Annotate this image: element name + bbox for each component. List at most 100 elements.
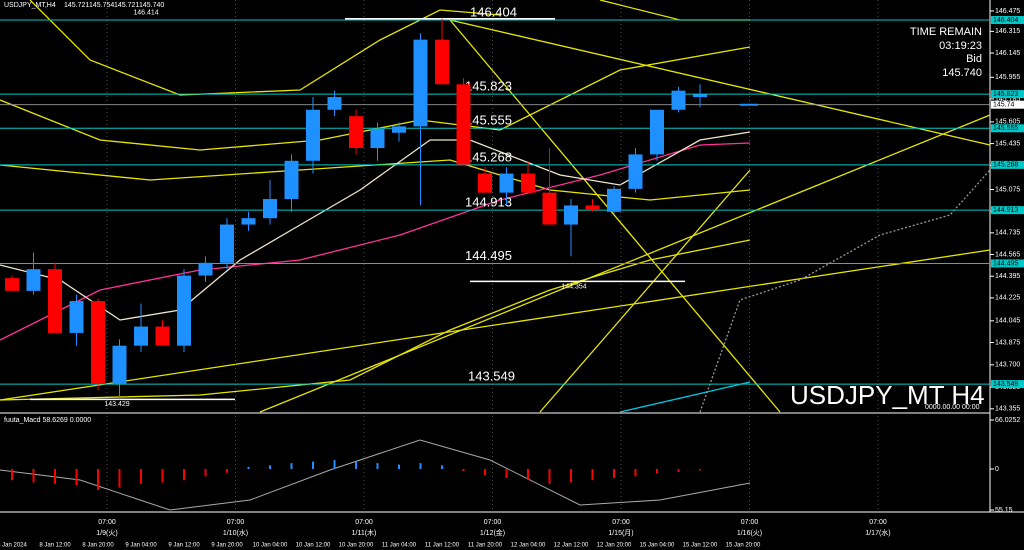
watermark: USDJPY_MT H4 <box>790 380 985 410</box>
histogram-bar <box>54 469 56 484</box>
level-label: 143.549 <box>468 369 515 384</box>
y-tick-label: 144.045 <box>995 318 1020 325</box>
histogram-bar <box>570 469 572 483</box>
x-tick-label: 9 Jan 20:00 <box>211 543 243 549</box>
symbol: USDJPY_MT,H4 <box>4 2 56 9</box>
time-label: 07:00 <box>612 519 630 526</box>
ohlc: 145.754 <box>89 2 114 9</box>
candle-body <box>69 301 84 333</box>
signal-line <box>0 439 751 511</box>
level-tag <box>991 124 1024 133</box>
histogram-bar <box>527 469 529 481</box>
level-tag <box>991 206 1024 215</box>
candle-body <box>220 224 234 263</box>
histogram-bar <box>269 465 271 470</box>
band-line <box>599 0 750 21</box>
y-tick-label: 0 <box>995 466 999 473</box>
y-tick-label: 143.875 <box>995 339 1020 346</box>
histogram-bar <box>75 469 78 486</box>
candle-body <box>607 188 621 212</box>
histogram-bar <box>591 469 594 481</box>
candle-body <box>693 94 707 98</box>
histogram-bar <box>118 469 121 488</box>
candle-body <box>327 97 342 110</box>
histogram-bar <box>355 461 357 470</box>
level-tag <box>991 90 1024 99</box>
candle-body <box>521 173 535 193</box>
moving-average <box>0 142 751 341</box>
level-label: 145.268 <box>465 149 512 164</box>
x-tick-label: 8 Jan 12:00 <box>39 543 71 549</box>
histogram-bar <box>183 469 185 481</box>
x-tick-label: 9 Jan 04:00 <box>125 543 157 549</box>
bid-axis-label: 145.74 <box>993 102 1015 109</box>
histogram-bar <box>226 469 228 473</box>
cloud-line <box>699 169 991 413</box>
y-tick-label: 145.435 <box>995 140 1020 147</box>
y-tick-label: 143.355 <box>995 406 1020 413</box>
time-label: 07:00 <box>355 519 373 526</box>
level-tag <box>991 380 1024 389</box>
histogram-bar <box>634 469 637 477</box>
time-label: 07:00 <box>741 519 759 526</box>
header: USDJPY_MT,H4 145.721 145.754 145.721 145… <box>4 2 164 9</box>
histogram-bar <box>656 469 658 474</box>
x-tick-label: 12 Jan 12:00 <box>554 543 589 549</box>
y-tick-label: 144.735 <box>995 230 1020 237</box>
level-label: 144.495 <box>465 248 512 263</box>
y-tick-label: 143.700 <box>995 362 1020 369</box>
x-tick-label: 8 Jan 20:00 <box>82 543 114 549</box>
level-tag <box>991 16 1024 25</box>
info-panel: TIME REMAIN 03:19:23 Bid 145.740 <box>910 26 982 79</box>
bid-tag <box>991 100 1024 109</box>
histogram-bar <box>204 469 207 477</box>
level-axis-label: 146.404 <box>993 17 1018 24</box>
ohlc: 145.721 <box>64 2 89 9</box>
histogram-bar <box>376 463 379 470</box>
x-tick-label: 10 Jan 04:00 <box>253 543 288 549</box>
candle-body <box>478 173 492 193</box>
candle-body <box>499 173 514 193</box>
date-label: 1/10(水) <box>223 528 248 537</box>
histogram-bar <box>484 469 486 475</box>
x-tick-label: 11 Jan 12:00 <box>425 543 460 549</box>
candle-body <box>392 126 406 133</box>
level-tag <box>991 160 1024 169</box>
x-tick-label: 15 Jan 20:00 <box>726 543 761 549</box>
level-tag <box>991 259 1024 268</box>
candle-body <box>650 109 664 155</box>
level-label: 145.823 <box>465 79 512 94</box>
y-tick-label: 144.225 <box>995 295 1020 302</box>
histogram-bar <box>290 463 293 470</box>
candle-body <box>370 128 385 149</box>
histogram-bar <box>677 469 680 473</box>
ohlc: 145.740 <box>139 2 164 9</box>
date-label: 1/16(火) <box>737 529 762 537</box>
x-tick-label: 10 Jan 12:00 <box>296 543 331 549</box>
candle-body <box>349 116 363 149</box>
moving-average <box>0 131 751 321</box>
histogram-bar <box>97 469 99 490</box>
level-axis-label: 145.555 <box>993 125 1018 132</box>
candle-body <box>435 39 449 85</box>
y-tick-label: 145.075 <box>995 186 1020 193</box>
trend-line <box>0 249 991 401</box>
histogram-bar <box>333 460 336 470</box>
band-line <box>0 46 751 151</box>
y-tick-label: 145.605 <box>995 119 1020 126</box>
histogram-bar <box>398 464 400 470</box>
level-axis-label: 145.268 <box>993 162 1018 169</box>
candle-body <box>585 205 600 210</box>
candle-body <box>542 192 557 225</box>
x-tick-label: 9 Jan 12:00 <box>168 543 200 549</box>
y-tick-label: 146.475 <box>995 8 1020 15</box>
histogram-bar <box>505 469 508 478</box>
x-tick-label: 10 Jan 20:00 <box>339 543 374 549</box>
time-label: 07:00 <box>98 519 116 526</box>
time-label: TIME REMAIN <box>910 26 982 38</box>
candle-body <box>284 160 299 200</box>
histogram-bar <box>312 461 314 470</box>
level-axis-label: 144.495 <box>993 260 1018 267</box>
marker-label: 146.414 <box>133 10 158 17</box>
y-tick-label: 144.565 <box>995 251 1020 258</box>
